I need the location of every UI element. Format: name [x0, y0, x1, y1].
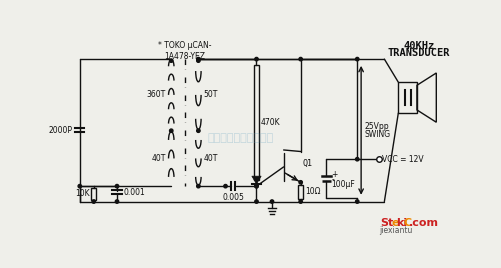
Circle shape	[255, 184, 258, 188]
Circle shape	[355, 200, 358, 203]
Text: 40KHz: 40KHz	[403, 41, 434, 51]
Text: SWING: SWING	[364, 130, 390, 139]
Circle shape	[115, 184, 118, 188]
Text: 10Ω: 10Ω	[304, 187, 320, 196]
Bar	[91, 188, 96, 200]
Text: 2000P: 2000P	[49, 126, 73, 135]
Text: -: -	[331, 175, 334, 184]
Bar	[298, 185, 303, 199]
Text: St: St	[380, 218, 393, 228]
Text: TRANSDUCER: TRANSDUCER	[387, 48, 449, 58]
Text: jiexiantu: jiexiantu	[379, 226, 412, 235]
Text: ki: ki	[395, 218, 406, 228]
Circle shape	[223, 184, 227, 188]
Text: .com: .com	[408, 218, 438, 228]
Circle shape	[92, 200, 95, 203]
Text: 10K: 10K	[75, 189, 89, 198]
Circle shape	[299, 181, 302, 184]
Bar	[397, 82, 416, 113]
Text: 0.001: 0.001	[124, 188, 145, 197]
Text: 40T: 40T	[151, 154, 165, 163]
Circle shape	[255, 200, 258, 203]
Text: 0.005: 0.005	[222, 193, 243, 202]
Circle shape	[355, 57, 358, 61]
Text: e: e	[391, 218, 398, 228]
Text: 杭州特普科技有限公司: 杭州特普科技有限公司	[207, 133, 274, 143]
Text: 360T: 360T	[146, 90, 165, 99]
Text: VCC = 12V: VCC = 12V	[381, 155, 423, 164]
Polygon shape	[252, 176, 261, 184]
Circle shape	[196, 59, 200, 62]
Text: 25Vpp: 25Vpp	[364, 122, 388, 131]
Circle shape	[255, 57, 258, 61]
Circle shape	[196, 184, 200, 188]
Text: +: +	[331, 170, 337, 179]
Circle shape	[255, 184, 258, 188]
Bar	[254, 65, 259, 180]
Circle shape	[169, 59, 173, 62]
Text: Q1: Q1	[302, 159, 312, 168]
Text: 100μF: 100μF	[331, 180, 355, 189]
Circle shape	[196, 57, 200, 61]
Text: 50T: 50T	[203, 90, 218, 99]
Text: 470K: 470K	[260, 118, 280, 127]
Text: * TOKO μCAN-
1A478-YEZ: * TOKO μCAN- 1A478-YEZ	[158, 41, 211, 61]
Text: 40T: 40T	[203, 154, 218, 163]
Circle shape	[196, 129, 200, 132]
Circle shape	[270, 200, 273, 203]
Circle shape	[169, 129, 173, 132]
Text: C: C	[403, 218, 411, 228]
Circle shape	[355, 158, 358, 161]
Circle shape	[299, 57, 302, 61]
Circle shape	[299, 200, 302, 203]
Circle shape	[115, 200, 118, 203]
Circle shape	[78, 184, 81, 188]
